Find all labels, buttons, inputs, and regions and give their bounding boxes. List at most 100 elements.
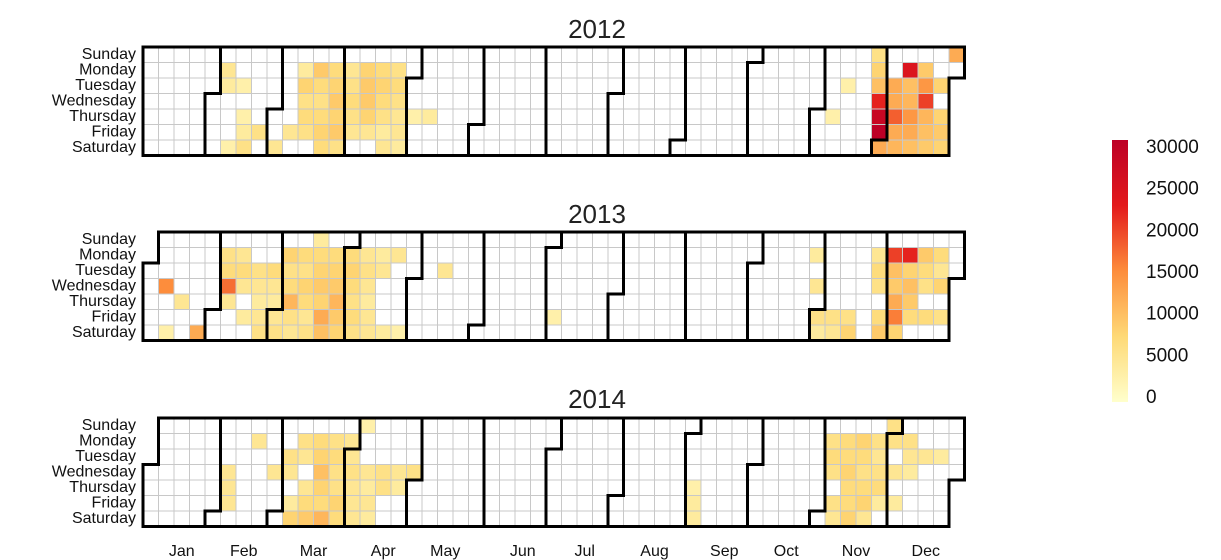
day-cell	[220, 247, 237, 264]
day-cell	[700, 495, 717, 512]
day-cell	[359, 479, 376, 496]
day-cell	[158, 495, 175, 512]
day-cell	[483, 278, 500, 295]
day-cell	[499, 433, 516, 450]
day-cell	[840, 479, 857, 496]
day-cell	[948, 464, 965, 481]
day-cell	[592, 324, 609, 341]
day-cell	[344, 309, 361, 326]
day-cell	[375, 278, 392, 295]
day-cell	[530, 495, 547, 512]
day-cell	[328, 293, 345, 310]
day-cell	[282, 231, 299, 248]
day-cell	[452, 495, 469, 512]
day-cell	[452, 309, 469, 326]
day-cell	[576, 479, 593, 496]
day-cell	[933, 278, 950, 295]
day-cell	[204, 46, 221, 63]
day-cell	[406, 495, 423, 512]
day-cell	[313, 510, 330, 527]
day-cell	[607, 293, 624, 310]
day-cell	[778, 464, 795, 481]
day-cell	[592, 433, 609, 450]
day-cell	[778, 433, 795, 450]
day-cell	[390, 46, 407, 63]
day-cell	[778, 309, 795, 326]
day-cell	[917, 108, 934, 125]
day-cell	[731, 479, 748, 496]
month-label-oct: Oct	[774, 543, 799, 560]
day-cell	[483, 495, 500, 512]
day-cell	[142, 46, 159, 63]
day-cell	[390, 448, 407, 465]
day-cell	[902, 479, 919, 496]
day-cell	[235, 124, 252, 141]
day-cell	[189, 448, 206, 465]
day-cell	[669, 77, 686, 94]
day-cell	[747, 247, 764, 264]
day-cell	[468, 262, 485, 279]
day-cell	[638, 479, 655, 496]
day-cell	[871, 262, 888, 279]
day-cell	[375, 93, 392, 110]
day-cell	[902, 139, 919, 156]
day-cell	[375, 464, 392, 481]
day-cell	[607, 262, 624, 279]
day-cell	[700, 262, 717, 279]
day-cell	[840, 139, 857, 156]
day-cell	[235, 510, 252, 527]
day-cell	[793, 479, 810, 496]
day-cell	[514, 77, 531, 94]
day-cell	[483, 262, 500, 279]
day-cell	[406, 309, 423, 326]
day-cell	[747, 278, 764, 295]
day-cell	[173, 448, 190, 465]
day-cell	[204, 479, 221, 496]
day-cell	[344, 324, 361, 341]
day-cell	[406, 124, 423, 141]
day-cell	[545, 479, 562, 496]
day-cell	[173, 139, 190, 156]
day-cell	[251, 293, 268, 310]
day-cell	[669, 46, 686, 63]
day-cell	[933, 93, 950, 110]
day-cell	[902, 417, 919, 434]
day-cell	[514, 510, 531, 527]
day-cell	[282, 293, 299, 310]
day-cell	[607, 108, 624, 125]
weekday-label-tuesday: Tuesday	[75, 77, 136, 94]
day-cell	[158, 309, 175, 326]
day-cell	[530, 77, 547, 94]
day-cell	[375, 479, 392, 496]
day-cell	[545, 495, 562, 512]
day-cell	[592, 495, 609, 512]
day-cell	[266, 77, 283, 94]
day-cell	[328, 448, 345, 465]
day-cell	[793, 124, 810, 141]
day-cell	[530, 124, 547, 141]
day-cell	[669, 231, 686, 248]
day-cell	[297, 108, 314, 125]
day-cell	[359, 448, 376, 465]
day-cell	[328, 479, 345, 496]
day-cell	[344, 139, 361, 156]
day-cell	[235, 495, 252, 512]
day-cell	[499, 247, 516, 264]
day-cell	[220, 479, 237, 496]
day-cell	[638, 278, 655, 295]
day-cell	[204, 262, 221, 279]
color-legend: 30000 25000 20000 15000 10000 5000 0	[1112, 137, 1199, 408]
day-cell	[142, 479, 159, 496]
day-cell	[731, 124, 748, 141]
day-cell	[530, 433, 547, 450]
day-cell	[638, 309, 655, 326]
day-cell	[437, 231, 454, 248]
day-cell	[778, 247, 795, 264]
day-cell	[793, 278, 810, 295]
day-cell	[700, 293, 717, 310]
day-cell	[189, 495, 206, 512]
day-cell	[762, 309, 779, 326]
day-cell	[468, 309, 485, 326]
day-cell	[266, 247, 283, 264]
day-cell	[886, 62, 903, 79]
